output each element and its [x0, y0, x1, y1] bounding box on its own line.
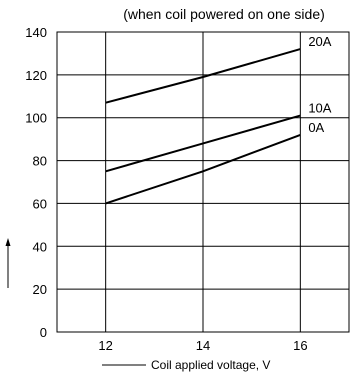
y-tick-label: 20 — [33, 282, 47, 297]
series-line-10a — [105, 114, 301, 173]
y-tick-label: 140 — [25, 25, 47, 40]
x-axis-ticks: 12 14 16 — [98, 338, 307, 353]
y-axis-ticks: 0 20 40 60 80 100 120 140 — [25, 25, 47, 340]
x-tick-label: 16 — [293, 338, 307, 353]
y-tick-label: 40 — [33, 239, 47, 254]
series-line-20a — [105, 48, 301, 104]
series-line-0a — [105, 133, 301, 205]
series-label-20a: 20A — [308, 34, 331, 49]
series-label-0a: 0A — [308, 120, 324, 135]
y-axis-arrow-icon — [5, 238, 11, 288]
x-tick-label: 14 — [196, 338, 210, 353]
x-axis-label: Coil applied voltage, V — [102, 358, 270, 372]
grid — [57, 32, 349, 332]
y-tick-label: 0 — [40, 325, 47, 340]
y-tick-label: 60 — [33, 196, 47, 211]
y-tick-label: 120 — [25, 68, 47, 83]
series-label-10a: 10A — [308, 101, 331, 116]
y-tick-label: 100 — [25, 111, 47, 126]
y-tick-label: 80 — [33, 154, 47, 169]
chart-title: (when coil powered on one side) — [123, 6, 325, 22]
plot-frame — [56, 31, 350, 333]
x-axis-label-text: Coil applied voltage, V — [151, 358, 270, 372]
series: 20A 10A 0A — [105, 34, 332, 205]
x-tick-label: 12 — [98, 338, 112, 353]
